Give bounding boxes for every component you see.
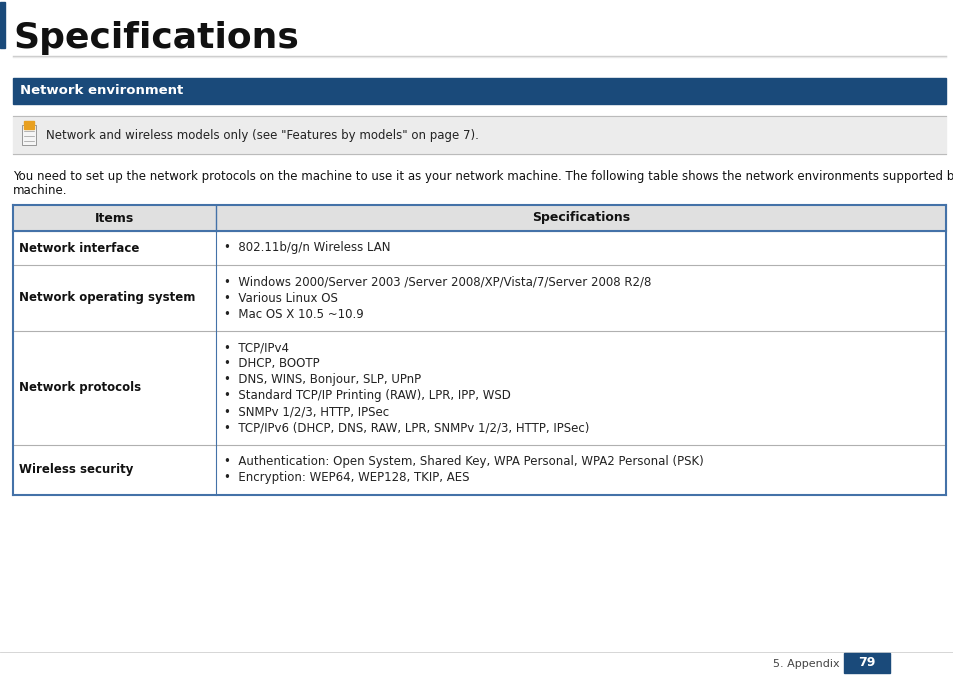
Text: •  DHCP, BOOTP: • DHCP, BOOTP: [224, 358, 319, 371]
Text: Specifications: Specifications: [13, 21, 298, 55]
Text: •  Various Linux OS: • Various Linux OS: [224, 292, 337, 304]
Bar: [0, 2, 5, 48]
Text: •  TCP/IPv6 (DHCP, DNS, RAW, LPR, SNMPv 1/2/3, HTTP, IPSec): • TCP/IPv6 (DHCP, DNS, RAW, LPR, SNMPv 1…: [224, 421, 589, 435]
Text: •  Authentication: Open System, Shared Key, WPA Personal, WPA2 Personal (PSK): • Authentication: Open System, Shared Ke…: [224, 456, 703, 468]
Text: Specifications: Specifications: [532, 211, 629, 225]
Text: Network and wireless models only (see "Features by models" on page 7).: Network and wireless models only (see "F…: [46, 128, 478, 142]
Bar: [13, 231, 945, 265]
Text: •  Windows 2000/Server 2003 /Server 2008/XP/Vista/7/Server 2008 R2/8: • Windows 2000/Server 2003 /Server 2008/…: [224, 275, 651, 288]
Text: Network protocols: Network protocols: [19, 381, 141, 394]
Text: machine.: machine.: [13, 184, 68, 197]
Text: 5. Appendix: 5. Appendix: [773, 659, 840, 669]
Text: Items: Items: [94, 211, 134, 225]
Text: •  DNS, WINS, Bonjour, SLP, UPnP: • DNS, WINS, Bonjour, SLP, UPnP: [224, 373, 420, 387]
Text: •  Mac OS X 10.5 ~10.9: • Mac OS X 10.5 ~10.9: [224, 308, 363, 321]
Bar: [22, 125, 36, 145]
Text: •  TCP/IPv4: • TCP/IPv4: [224, 342, 289, 354]
Bar: [843, 653, 889, 673]
Text: 79: 79: [858, 657, 875, 670]
Bar: [13, 445, 945, 495]
Text: You need to set up the network protocols on the machine to use it as your networ: You need to set up the network protocols…: [13, 170, 953, 183]
Text: •  802.11b/g/n Wireless LAN: • 802.11b/g/n Wireless LAN: [224, 242, 390, 254]
Text: •  SNMPv 1/2/3, HTTP, IPSec: • SNMPv 1/2/3, HTTP, IPSec: [224, 406, 389, 418]
Text: Network operating system: Network operating system: [19, 292, 195, 304]
Text: •  Encryption: WEP64, WEP128, TKIP, AES: • Encryption: WEP64, WEP128, TKIP, AES: [224, 472, 469, 485]
Bar: [13, 265, 945, 331]
Bar: [13, 331, 945, 445]
Text: Wireless security: Wireless security: [19, 464, 133, 477]
Text: Network environment: Network environment: [20, 84, 183, 97]
Bar: [24, 121, 34, 129]
Bar: [13, 78, 945, 104]
Bar: [13, 205, 945, 231]
Bar: [13, 116, 945, 154]
Text: Network interface: Network interface: [19, 242, 139, 254]
Text: •  Standard TCP/IP Printing (RAW), LPR, IPP, WSD: • Standard TCP/IP Printing (RAW), LPR, I…: [224, 389, 511, 402]
